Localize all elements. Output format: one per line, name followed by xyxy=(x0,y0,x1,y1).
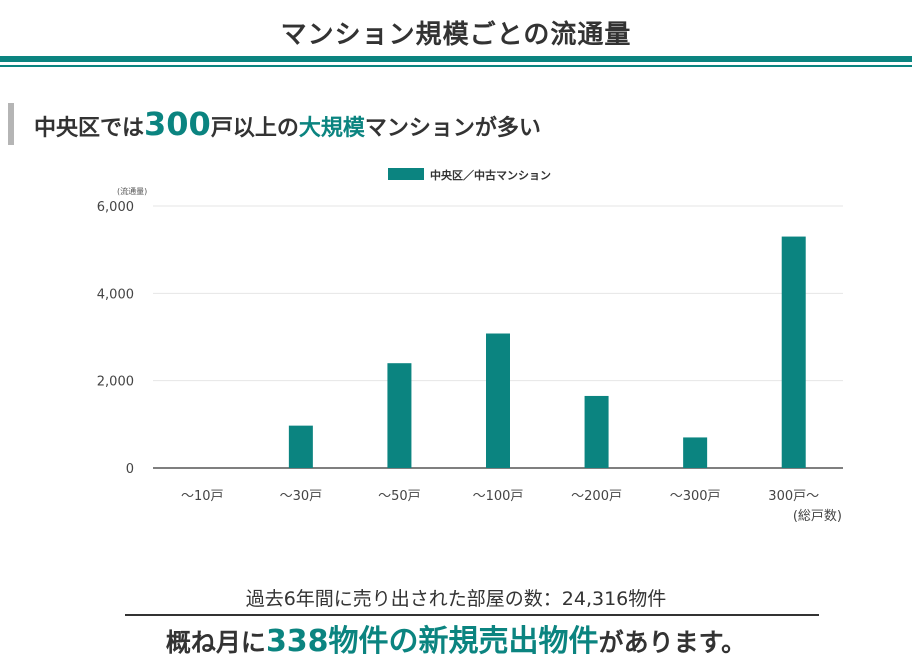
headline-mid: 戸以上の xyxy=(210,116,299,141)
headline: 中央区では300戸以上の大規模マンションが多い xyxy=(34,104,541,149)
y-axis-label: (流通量) xyxy=(117,186,147,196)
chart-yticks: 0 2,000 4,000 6,000 xyxy=(97,200,134,477)
x-axis-label: (総戸数) xyxy=(793,509,842,524)
summary-rule xyxy=(125,614,819,616)
legend-label: 中央区／中古マンション xyxy=(430,168,551,182)
page-title: マンション規模ごとの流通量 xyxy=(280,20,632,50)
bar xyxy=(781,236,806,468)
y-tick-label: 6,000 xyxy=(97,200,134,215)
x-tick-label: 〜300戸 xyxy=(670,489,721,504)
x-tick-label: 300戸〜 xyxy=(768,489,819,504)
x-tick-label: 〜50戸 xyxy=(378,489,421,504)
title-rule-thin xyxy=(0,65,912,67)
y-tick-label: 2,000 xyxy=(97,375,134,390)
bar xyxy=(387,363,412,468)
x-tick-label: 〜200戸 xyxy=(571,489,622,504)
conclusion-pre: 概ね月に xyxy=(165,628,266,657)
headline-post: マンションが多い xyxy=(364,116,541,141)
title-rule-thick xyxy=(0,56,912,62)
conclusion-post: があります。 xyxy=(598,628,747,657)
bar xyxy=(486,333,510,468)
bar xyxy=(584,395,609,468)
chart-bars xyxy=(288,236,806,468)
headline-number: 300 xyxy=(144,105,211,143)
y-tick-label: 0 xyxy=(126,462,134,477)
bar xyxy=(683,437,708,468)
y-tick-label: 4,000 xyxy=(97,287,134,302)
bar xyxy=(288,425,313,468)
x-tick-label: 〜30戸 xyxy=(280,489,323,504)
chart-xticks: 〜10戸 〜30戸 〜50戸 〜100戸 〜200戸 〜300戸 300戸〜 xyxy=(181,489,819,504)
summary-text: 過去6年間に売り出された部屋の数：24,316物件 xyxy=(245,588,667,610)
headline-accent-word: 大規模 xyxy=(298,116,365,141)
x-tick-label: 〜100戸 xyxy=(473,489,524,504)
x-tick-label: 〜10戸 xyxy=(181,489,224,504)
conclusion-accent: 338物件の新規売出物件 xyxy=(265,624,599,659)
chart-legend: 中央区／中古マンション xyxy=(388,168,551,182)
headline-pre: 中央区では xyxy=(34,116,145,141)
headline-bar xyxy=(8,103,14,145)
conclusion: 概ね月に338物件の新規売出物件があります。 xyxy=(0,620,912,665)
legend-swatch xyxy=(388,168,424,180)
